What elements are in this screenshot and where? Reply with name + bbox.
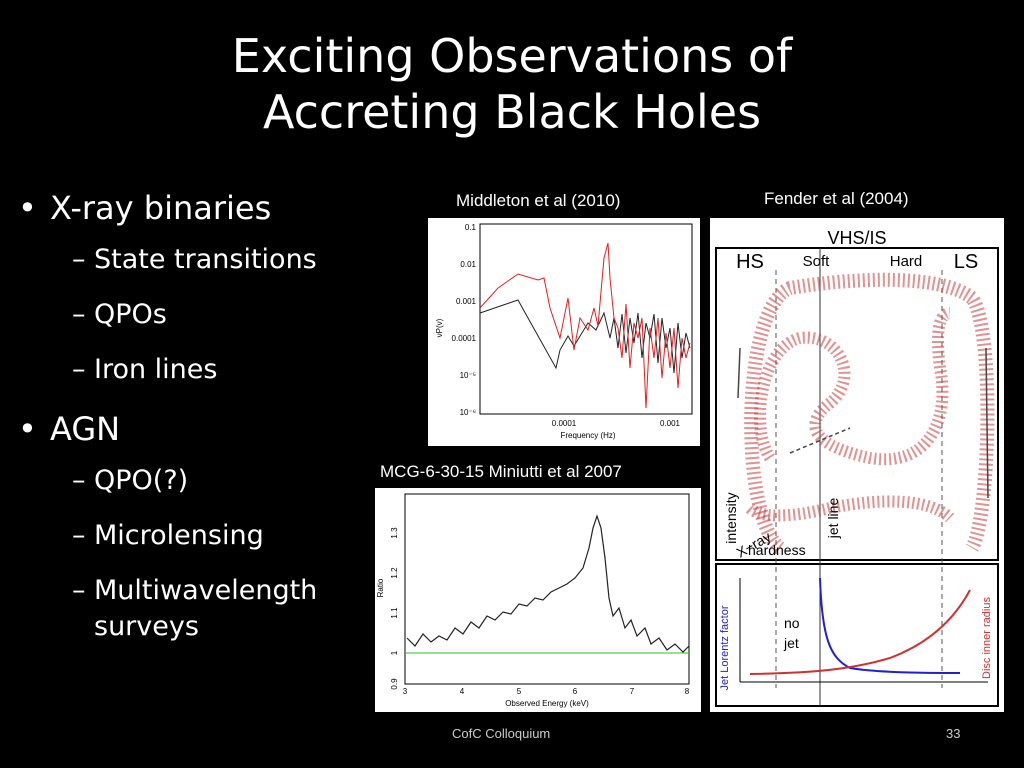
label-hardness: hardness [748, 542, 806, 558]
title-line-2: Accreting Black Holes [262, 85, 762, 139]
caption-fender: Fender et al (2004) [764, 189, 909, 208]
sub-bullet-microlensing: – Microlensing [72, 520, 264, 551]
ratio-xtick: 4 [460, 687, 465, 696]
ratio-data-curve [406, 514, 690, 653]
bullet-xray-binaries: X-ray binaries [16, 186, 376, 230]
ratio-xlabel: Observed Energy (keV) [505, 699, 589, 708]
label-no: no [784, 615, 800, 631]
bullet-list: X-ray binaries –State transitions –QPOs … [16, 186, 376, 664]
ratio-ylabel: Ratio [376, 578, 385, 597]
psd-xlabel: Frequency (Hz) [560, 431, 615, 440]
label-intensity: intensity [723, 492, 739, 543]
title-line-1: Exciting Observations of [231, 29, 793, 83]
psd-ytick: 0.0001 [452, 334, 477, 343]
hid-scatter-lower [745, 495, 955, 523]
psd-ytick: 0.01 [460, 260, 476, 269]
psd-ytick: 10⁻⁵ [460, 371, 476, 380]
figure-miniutti-ratio: 3 4 5 6 7 8 0.9 1 1.1 1.2 1.3 Ratio Obse… [375, 488, 701, 712]
sub-bullet-qpos: – QPOs [72, 299, 167, 330]
sub-bullet-qpo-question: – QPO(?) [72, 465, 189, 496]
bullet-agn: AGN [16, 407, 376, 451]
label-jet: jet [783, 635, 799, 651]
arrow-left [737, 347, 741, 399]
psd-black-curve [479, 299, 691, 374]
label-jet-lorentz: Jet Lorentz factor [719, 605, 731, 690]
ratio-ytick: 1.2 [390, 567, 399, 579]
label-disc-radius: Disc inner radius [981, 597, 993, 679]
caption-miniutti: MCG-6-30-15 Miniutti et al 2007 [380, 462, 622, 481]
arrow-right [985, 347, 989, 499]
footer-label: CofC Colloquium [452, 726, 551, 741]
slide-title: Exciting Observations of Accreting Black… [0, 28, 1024, 140]
hid-bottom-frame [715, 563, 999, 707]
figure-fender-hid: VHS/IS HS LS Soft Hard intensity X−ray h… [710, 218, 1004, 712]
psd-ytick: 10⁻⁶ [460, 408, 476, 417]
label-soft: Soft [803, 253, 831, 270]
ratio-plot: 3 4 5 6 7 8 0.9 1 1.1 1.2 1.3 Ratio Obse… [376, 493, 690, 708]
label-jet-line: jet line [825, 498, 841, 540]
psd-xtick: 0.0001 [552, 419, 577, 428]
ratio-ytick: 1 [390, 650, 399, 655]
ratio-xtick: 3 [403, 687, 408, 696]
psd-ylabel: νP(ν) [435, 318, 444, 337]
psd-ytick: 0.001 [456, 297, 477, 306]
psd-plot: 0.1 0.01 0.001 0.0001 10⁻⁵ 10⁻⁶ 0.0001 0… [435, 223, 693, 440]
ratio-xtick: 8 [685, 687, 690, 696]
ratio-xtick: 6 [573, 687, 578, 696]
ratio-xtick: 7 [630, 687, 635, 696]
psd-frame [479, 223, 693, 415]
ratio-ytick: 1.3 [390, 527, 399, 539]
sub-bullet-iron-lines: – Iron lines [72, 354, 218, 385]
psd-red-curve [479, 242, 691, 409]
sub-bullet-multiwavelength: – Multiwavelength surveys [72, 575, 318, 642]
label-vhs-is: VHS/IS [827, 228, 886, 248]
sub-bullet-state-transitions: – State transitions [72, 244, 317, 275]
hid-diagram: VHS/IS HS LS Soft Hard intensity X−ray h… [715, 228, 999, 707]
disc-radius-curve [749, 589, 971, 675]
ratio-ytick: 0.9 [390, 678, 399, 690]
caption-middleton: Middleton et al (2010) [456, 191, 621, 210]
ratio-xtick: 5 [517, 687, 522, 696]
psd-ytick: 0.1 [465, 223, 477, 232]
label-hs: HS [736, 251, 764, 273]
figure-middleton-psd: 0.1 0.01 0.001 0.0001 10⁻⁵ 10⁻⁶ 0.0001 0… [428, 218, 700, 446]
ratio-ytick: 1.1 [390, 607, 399, 619]
ratio-frame [404, 493, 690, 685]
label-hard: Hard [890, 253, 923, 270]
page-number: 33 [946, 726, 961, 741]
hid-scatter-inner [754, 307, 952, 466]
arrow-dashed [789, 427, 851, 454]
hid-top-frame [715, 247, 999, 561]
label-ls: LS [954, 251, 978, 273]
psd-xtick: 0.001 [660, 419, 681, 428]
